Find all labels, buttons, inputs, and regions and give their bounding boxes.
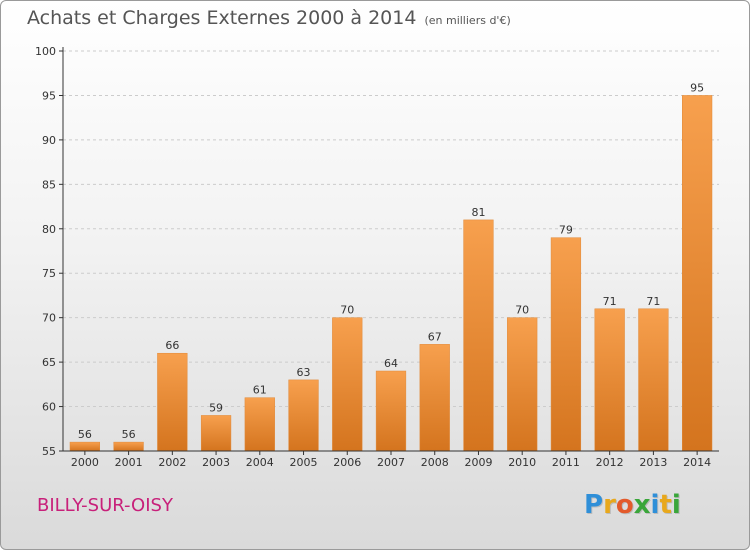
- logo-letter: o: [615, 490, 634, 520]
- commune-name: BILLY-SUR-OISY: [37, 495, 173, 516]
- bar: [244, 397, 275, 452]
- data-label: 95: [690, 81, 704, 94]
- x-tick-label: 2001: [115, 456, 143, 469]
- bar: [157, 352, 188, 452]
- data-label: 64: [384, 357, 398, 370]
- x-tick-label: 2003: [202, 456, 230, 469]
- bar: [113, 441, 144, 452]
- y-tick-label: 65: [42, 356, 56, 369]
- bar: [682, 95, 713, 452]
- x-tick-label: 2006: [333, 456, 361, 469]
- data-label: 56: [122, 428, 136, 441]
- x-tick-label: 2009: [464, 456, 492, 469]
- bar: [507, 317, 538, 452]
- data-label: 66: [165, 339, 179, 352]
- x-tick-label: 2000: [71, 456, 99, 469]
- x-tick-label: 2007: [377, 456, 405, 469]
- bar: [419, 344, 450, 452]
- y-tick-label: 85: [42, 178, 56, 191]
- data-label: 71: [603, 295, 617, 308]
- title-text: Achats et Charges Externes 2000 à 2014: [27, 7, 417, 29]
- bar: [288, 379, 319, 452]
- y-tick-label: 100: [35, 45, 56, 58]
- logo-letter: r: [603, 490, 616, 520]
- data-label: 71: [646, 295, 660, 308]
- axes: 55 60 65 70 75 80 85 90 95 100 2000 2001 2002 2003 200…: [35, 45, 719, 469]
- bar: [594, 308, 625, 452]
- y-tick-label: 80: [42, 223, 56, 236]
- x-tick-label: 2010: [508, 456, 536, 469]
- title-unit: (en milliers d'€): [424, 14, 511, 27]
- chart-title: Achats et Charges Externes 2000 à 2014 (e…: [27, 7, 511, 29]
- x-tick-label: 2004: [246, 456, 274, 469]
- x-tick-label: 2011: [552, 456, 580, 469]
- data-label: 63: [297, 366, 311, 379]
- bar: [200, 415, 232, 452]
- y-tick-label: 95: [42, 89, 56, 102]
- data-label: 67: [428, 330, 442, 343]
- y-tick-label: 90: [42, 134, 56, 147]
- bars: 56 56 66 59 61 63 70 64 67 81 70 79 71 71 95: [69, 81, 713, 452]
- data-label: 70: [340, 304, 354, 317]
- x-tick-label: 2012: [596, 456, 624, 469]
- bar: [375, 370, 407, 452]
- y-tick-label: 60: [42, 401, 56, 414]
- y-tick-label: 75: [42, 267, 56, 280]
- bar: [550, 237, 582, 452]
- logo-letter: x: [633, 490, 651, 520]
- bar: [638, 308, 669, 452]
- logo-letter: P: [584, 490, 604, 520]
- y-tick-label: 55: [42, 445, 56, 458]
- x-tick-label: 2013: [639, 456, 667, 469]
- logo-letter: i: [650, 490, 660, 520]
- x-tick-label: 2002: [158, 456, 186, 469]
- y-tick-label: 70: [42, 312, 56, 325]
- x-tick-label: 2008: [421, 456, 449, 469]
- data-label: 81: [471, 206, 485, 219]
- data-label: 61: [253, 384, 267, 397]
- data-label: 59: [209, 401, 223, 414]
- proxiti-logo: Proxiti: [584, 490, 681, 520]
- data-label: 56: [78, 428, 92, 441]
- bar: [69, 441, 100, 452]
- x-tick-label: 2014: [683, 456, 711, 469]
- data-label: 79: [559, 224, 573, 237]
- logo-letter: i: [671, 490, 681, 520]
- bar: [463, 219, 494, 452]
- bar: [332, 317, 363, 452]
- logo-letter: t: [659, 490, 672, 520]
- x-tick-label: 2005: [290, 456, 318, 469]
- data-label: 70: [515, 304, 529, 317]
